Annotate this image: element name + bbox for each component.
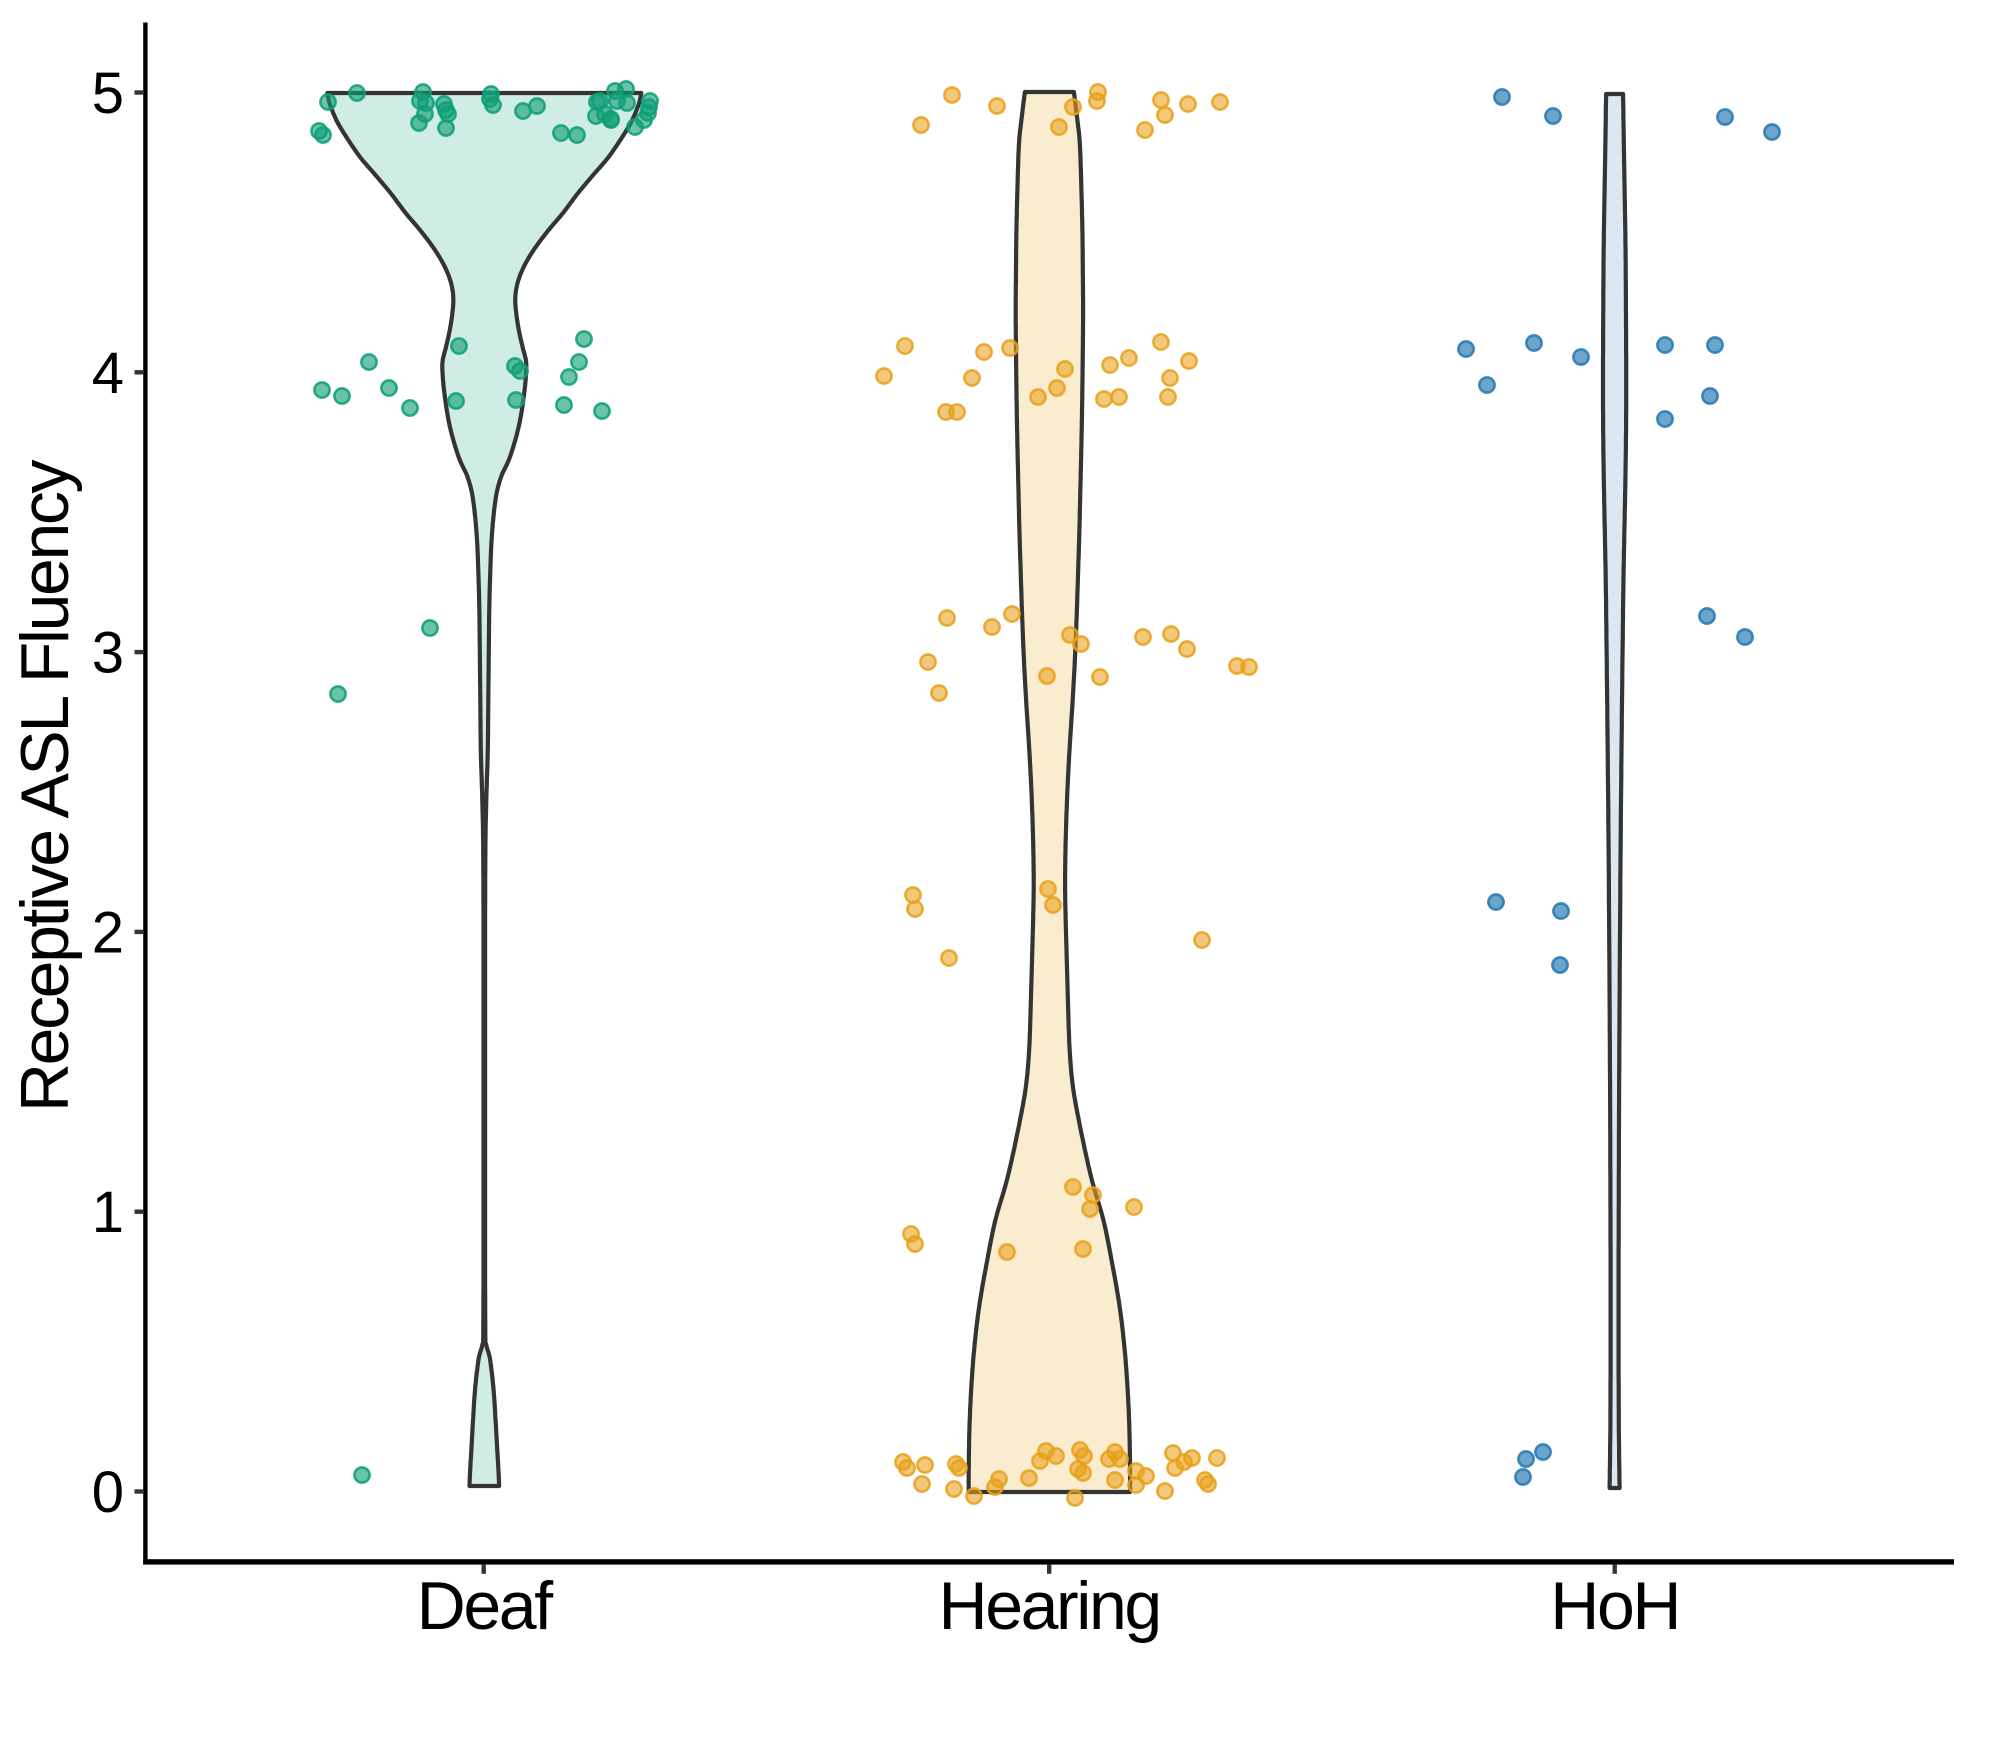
svg-text:Hearing: Hearing <box>939 1568 1160 1644</box>
svg-text:3: 3 <box>92 621 124 686</box>
svg-text:1: 1 <box>92 1180 124 1245</box>
svg-text:5: 5 <box>92 61 124 126</box>
svg-text:HoH: HoH <box>1550 1568 1679 1644</box>
svg-text:2: 2 <box>92 900 124 965</box>
svg-text:0: 0 <box>92 1460 124 1525</box>
svg-text:4: 4 <box>92 341 124 406</box>
svg-text:Deaf: Deaf <box>417 1568 554 1644</box>
svg-text:Receptive ASL Fluency: Receptive ASL Fluency <box>7 460 83 1113</box>
